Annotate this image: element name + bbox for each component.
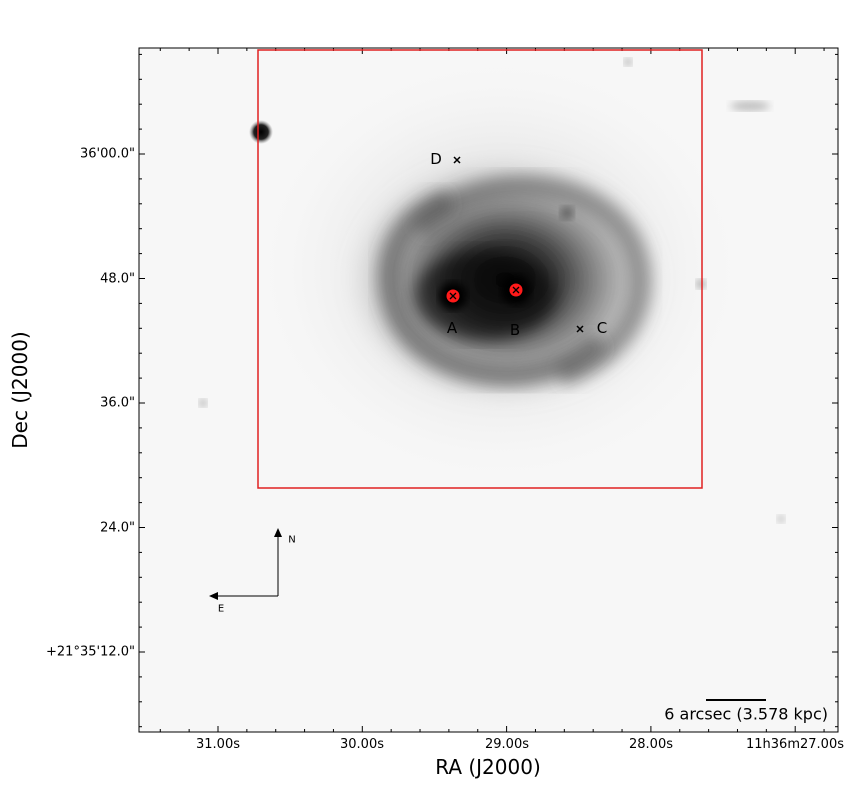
- x-axis-label: RA (J2000): [435, 755, 541, 779]
- compass-east-label: E: [217, 603, 225, 615]
- dec-tick-label: 24.0": [100, 520, 135, 536]
- ra-tick-label: 11h36m27.00s: [746, 737, 844, 752]
- scalebar-label: 6 arcsec (3.578 kpc): [664, 704, 828, 724]
- source-label-c: C: [596, 319, 608, 337]
- compass-north-label: N: [288, 534, 296, 546]
- dec-tick-label: 36.0": [100, 395, 135, 411]
- ra-tick-label: 31.00s: [196, 737, 240, 752]
- east-arrow-icon: [209, 592, 218, 600]
- ra-tick-label: 29.00s: [485, 737, 529, 752]
- y-axis-label: Dec (J2000): [8, 331, 32, 449]
- ra-tick-label: 28.00s: [629, 737, 673, 752]
- source-label-d: D: [430, 150, 442, 168]
- compass: [209, 528, 282, 600]
- galaxy-image: [139, 48, 838, 732]
- source-label-b: B: [509, 321, 521, 339]
- source-marker-c: [576, 325, 584, 333]
- dec-tick-label: +21°35'12.0": [46, 644, 135, 660]
- source-marker-a: [445, 288, 461, 304]
- source-marker-d: [453, 156, 461, 164]
- field-box: [257, 49, 703, 489]
- ra-tick-label: 30.00s: [340, 737, 384, 752]
- plot-frame: [138, 47, 839, 733]
- dec-tick-label: 48.0": [100, 271, 135, 287]
- north-arrow-icon: [274, 528, 282, 537]
- source-label-a: A: [446, 319, 458, 337]
- source-marker-b: [508, 282, 524, 298]
- dec-tick-label: 36'00.0": [79, 146, 135, 162]
